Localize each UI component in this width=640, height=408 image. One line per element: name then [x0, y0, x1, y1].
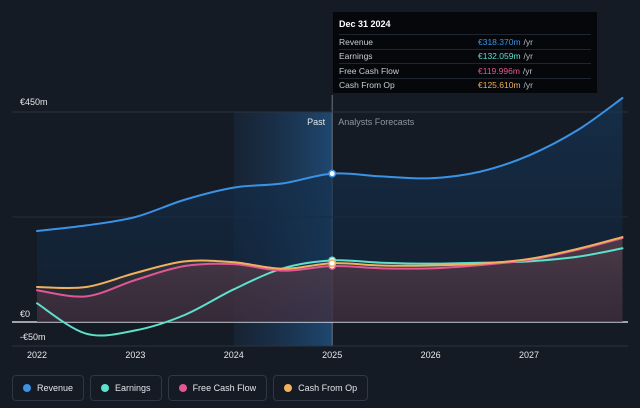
legend-dot-icon	[101, 384, 110, 392]
x-tick-label: 2024	[224, 350, 244, 360]
cash-from-op-marker	[328, 259, 337, 268]
tooltip-series-name: Free Cash Flow	[339, 65, 399, 76]
x-tick-label: 2026	[421, 350, 441, 360]
x-tick-label: 2023	[125, 350, 145, 360]
legend-dot-icon	[284, 384, 293, 392]
legend-dot-icon	[23, 384, 31, 392]
tooltip-series-value: €119.996m	[478, 65, 520, 76]
tooltip-unit: /yr	[523, 36, 533, 47]
legend-label: Free Cash Flow	[192, 383, 257, 393]
tooltip-row: Revenue €318.370m/yr	[339, 34, 591, 49]
tooltip-series-name: Cash From Op	[339, 80, 395, 91]
tooltip-series-name: Earnings	[339, 51, 373, 62]
tooltip-series-value: €132.059m	[478, 51, 521, 62]
fcf-area	[37, 238, 623, 322]
tooltip-series-value: €125.610m	[478, 80, 521, 91]
past-label: Past	[307, 117, 326, 127]
cash-area	[37, 237, 623, 322]
tooltip-date: Dec 31 2024	[339, 19, 391, 29]
revenue-marker	[328, 169, 337, 178]
tooltip-row: Cash From Op €125.610m/yr	[339, 77, 591, 93]
y-tick-label: €0	[20, 309, 30, 319]
legend: Revenue Earnings Free Cash Flow Cash From O…	[12, 375, 369, 401]
tooltip-row: Free Cash Flow €119.996m/yr	[339, 63, 591, 78]
x-tick-label: 2027	[519, 350, 539, 360]
y-tick-label: -€50m	[20, 332, 46, 342]
legend-label: Earnings	[115, 383, 151, 393]
legend-item-earnings[interactable]: Earnings	[90, 375, 162, 401]
tooltip-series-value: €318.370m	[478, 36, 521, 47]
legend-label: Cash From Op	[298, 383, 358, 393]
forecast-label: Analysts Forecasts	[338, 117, 415, 127]
tooltip-row: Earnings €132.059m/yr	[339, 48, 591, 64]
tooltip-unit: /yr	[522, 65, 533, 76]
x-tick-label: 2022	[27, 350, 47, 360]
legend-item-revenue[interactable]: Revenue	[12, 375, 85, 401]
legend-label: Revenue	[37, 383, 74, 393]
legend-dot-icon	[178, 384, 187, 392]
x-tick-label: 2025	[322, 350, 342, 360]
y-tick-label: €450m	[20, 97, 48, 107]
tooltip: Dec 31 2024 Revenue €318.370m/yr Earnings €…	[333, 12, 597, 93]
legend-item-cash-from-op[interactable]: Cash From Op	[273, 375, 369, 401]
tooltip-unit: /yr	[523, 51, 533, 62]
tooltip-series-name: Revenue	[339, 36, 374, 47]
legend-item-free-cash-flow[interactable]: Free Cash Flow	[167, 375, 268, 401]
tooltip-unit: /yr	[523, 80, 533, 91]
